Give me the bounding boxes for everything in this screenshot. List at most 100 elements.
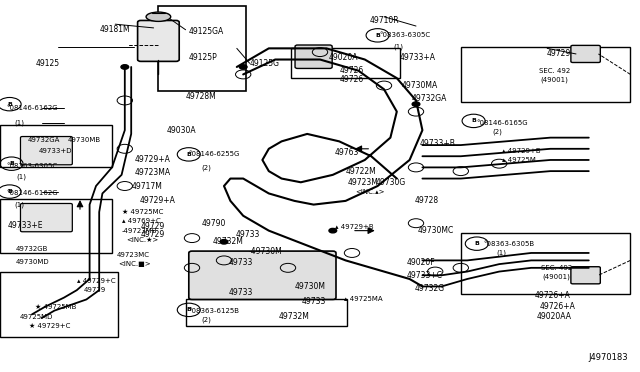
Text: ▴ 49769+C: ▴ 49769+C [122, 218, 161, 224]
Text: 49732M: 49732M [278, 312, 309, 321]
Text: 49728M: 49728M [186, 92, 216, 101]
Text: 49729: 49729 [141, 222, 165, 231]
Text: 49733: 49733 [302, 297, 326, 306]
Text: B: B [471, 118, 476, 124]
Text: (1): (1) [394, 43, 404, 50]
Text: 49181M: 49181M [99, 25, 130, 34]
Text: B: B [186, 152, 191, 157]
Text: 49729+A: 49729+A [134, 155, 170, 164]
Text: 49726: 49726 [339, 76, 364, 84]
Text: <INC.■>: <INC.■> [118, 261, 151, 267]
Text: °08363-6305C: °08363-6305C [379, 32, 430, 38]
Text: 49729: 49729 [141, 230, 165, 239]
Text: 49726+A: 49726+A [534, 291, 570, 300]
Text: 49729+A: 49729+A [140, 196, 175, 205]
Bar [461, 46, 630, 102]
Text: SEC. 492: SEC. 492 [539, 68, 570, 74]
Text: 49732GB: 49732GB [16, 246, 49, 252]
Text: 49733+C: 49733+C [406, 271, 442, 280]
Text: -49723MB: -49723MB [122, 228, 157, 234]
FancyBboxPatch shape [571, 267, 600, 284]
Text: ▴ 49725M: ▴ 49725M [502, 157, 536, 163]
Text: (2): (2) [202, 164, 211, 171]
Text: 49733: 49733 [229, 288, 253, 296]
Text: (1): (1) [16, 173, 26, 180]
Text: (1): (1) [496, 250, 506, 256]
Text: B: B [9, 161, 14, 166]
Text: (1): (1) [14, 201, 24, 208]
Bar [186, 299, 347, 326]
Text: (2): (2) [493, 129, 502, 135]
Text: ▴ 49729+B: ▴ 49729+B [502, 148, 541, 154]
Text: 49732G: 49732G [415, 284, 445, 293]
Text: 49125G: 49125G [250, 59, 280, 68]
Text: 49733: 49733 [229, 258, 253, 267]
FancyBboxPatch shape [189, 251, 336, 299]
Text: 49020A: 49020A [328, 53, 358, 62]
Text: ▴ 49725MA: ▴ 49725MA [344, 296, 383, 302]
Text: 49723MA: 49723MA [134, 169, 170, 177]
Text: 49725MD: 49725MD [19, 314, 52, 320]
FancyBboxPatch shape [20, 137, 72, 165]
Bar [0, 125, 112, 167]
Text: 49790: 49790 [202, 219, 226, 228]
Text: 49730MA: 49730MA [402, 81, 438, 90]
Text: ★ 49725MB: ★ 49725MB [35, 304, 77, 310]
Bar [291, 48, 400, 78]
FancyBboxPatch shape [571, 45, 600, 62]
Text: 49732GA: 49732GA [28, 137, 60, 142]
Text: 49726: 49726 [339, 66, 364, 75]
Text: 49763: 49763 [335, 148, 359, 157]
Bar [0, 199, 112, 253]
Text: ★ 49729+C: ★ 49729+C [29, 323, 71, 328]
Text: 49125P: 49125P [189, 53, 218, 62]
Text: °08146-6162G: °08146-6162G [6, 190, 58, 196]
Text: -49730M: -49730M [248, 247, 282, 256]
Text: 49020AA: 49020AA [536, 312, 572, 321]
Text: (49001): (49001) [541, 77, 569, 83]
Text: °08363-6125B: °08363-6125B [189, 308, 240, 314]
Circle shape [329, 228, 337, 233]
Text: <INC.★>: <INC.★> [127, 237, 159, 243]
Bar [0, 272, 118, 337]
Text: 49730MC: 49730MC [417, 226, 454, 235]
Text: ▴ 49729+B: ▴ 49729+B [335, 224, 373, 230]
Text: 49717M: 49717M [131, 182, 162, 190]
Ellipse shape [146, 12, 171, 21]
Circle shape [412, 102, 420, 106]
Text: 49730MD: 49730MD [16, 259, 50, 265]
Text: °08146-6165G: °08146-6165G [477, 120, 529, 126]
Circle shape [220, 240, 228, 244]
Text: 49733+E: 49733+E [8, 221, 43, 230]
FancyBboxPatch shape [138, 20, 179, 61]
Circle shape [239, 65, 247, 69]
Text: 49733+D: 49733+D [38, 148, 72, 154]
Text: SEC. 492: SEC. 492 [541, 265, 572, 271]
Text: °08146-6162G: °08146-6162G [6, 105, 58, 111]
Text: 49125GA: 49125GA [189, 27, 224, 36]
Text: 49733+B: 49733+B [420, 139, 456, 148]
Bar [461, 232, 630, 294]
Text: 49723MC: 49723MC [117, 252, 150, 258]
Text: 49730G: 49730G [376, 178, 406, 187]
Text: B: B [474, 241, 479, 246]
Text: B: B [186, 307, 191, 312]
Text: 49732M: 49732M [213, 237, 244, 246]
Text: B: B [7, 189, 12, 194]
Text: 49722M: 49722M [346, 167, 376, 176]
Text: B: B [375, 33, 380, 38]
Text: 49030A: 49030A [166, 126, 196, 135]
Text: 49733: 49733 [236, 230, 260, 239]
Text: 49730MB: 49730MB [67, 137, 100, 142]
Text: 49723M: 49723M [348, 178, 378, 187]
Text: (1): (1) [14, 119, 24, 126]
Text: °08146-6255G: °08146-6255G [189, 151, 240, 157]
Text: 49726+A: 49726+A [540, 302, 575, 311]
Text: °08363-6305C: °08363-6305C [6, 163, 58, 169]
Text: ▴ 49729+C: ▴ 49729+C [77, 278, 115, 284]
Text: 49732GA: 49732GA [412, 94, 447, 103]
Text: 49125: 49125 [35, 59, 60, 68]
Bar [158, 6, 246, 91]
Text: 49729: 49729 [83, 287, 106, 293]
Text: (2): (2) [202, 317, 211, 323]
